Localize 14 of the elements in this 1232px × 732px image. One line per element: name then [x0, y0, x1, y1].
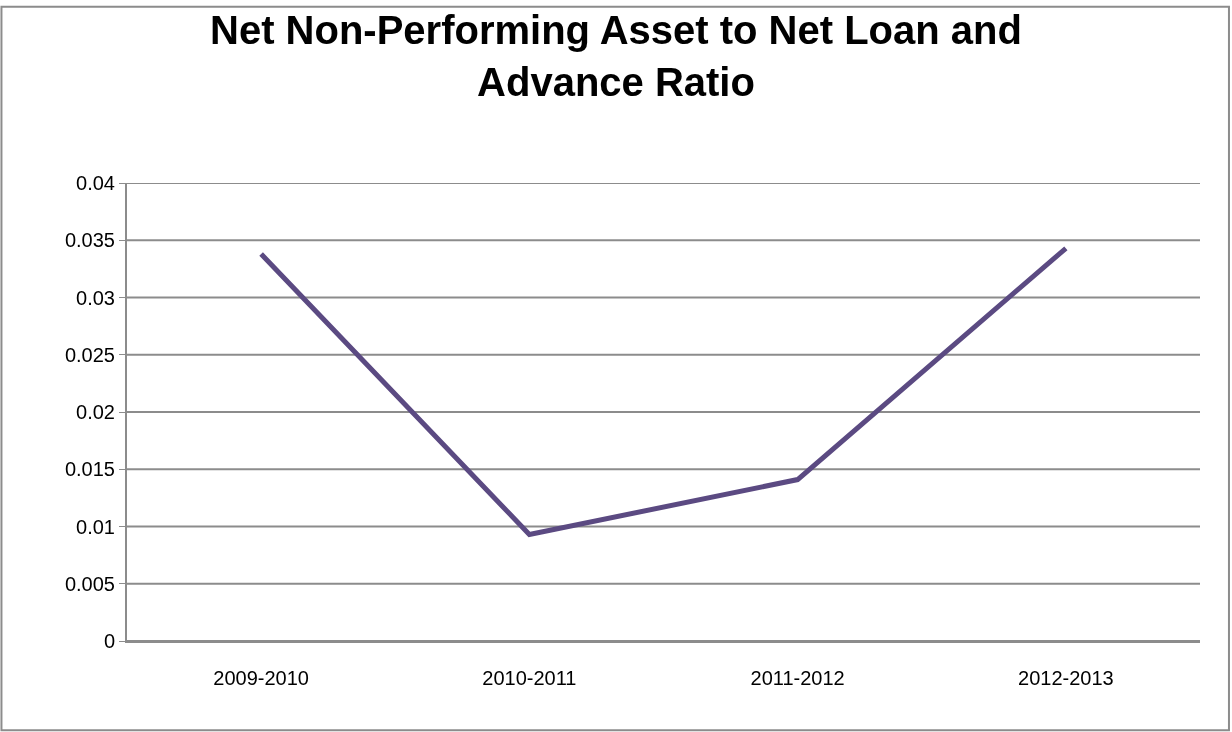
chart-title: Net Non-Performing Asset to Net Loan and Advance Ratio — [210, 7, 1022, 104]
x-tick-label: 2009-2010 — [213, 667, 309, 689]
y-tick-label: 0.035 — [64, 229, 115, 252]
y-tick-label: 0.03 — [76, 286, 115, 309]
y-tick-label: 0.01 — [76, 515, 115, 538]
y-tick-label: 0.04 — [76, 172, 115, 194]
y-tick-label: 0.005 — [64, 572, 115, 595]
x-tick-label: 2010-2011 — [482, 667, 577, 689]
y-tick-label: 0.02 — [76, 401, 115, 423]
y-tick-label: 0.025 — [64, 343, 115, 366]
y-tick-label: 0 — [103, 630, 115, 652]
x-tick-label: 2012-2013 — [1018, 667, 1114, 689]
y-tick-label: 0.015 — [64, 458, 115, 481]
x-tick-label: 2011-2012 — [750, 667, 845, 689]
